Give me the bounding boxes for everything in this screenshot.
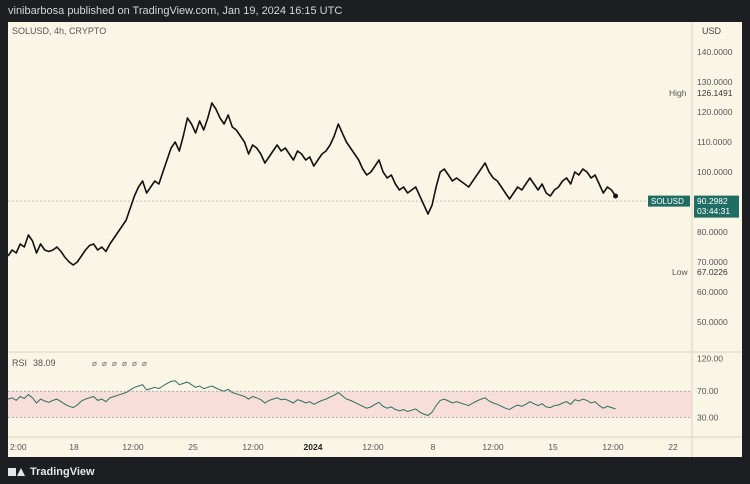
price-series-line (7, 102, 617, 266)
low-value: 67.0226 (697, 267, 728, 277)
rsi-axis-ticks: 30.00 70.00 120.00 (697, 354, 723, 423)
last-price-dot (613, 193, 619, 199)
brand-name: TradingView (30, 466, 95, 478)
last-price-value-bg (694, 195, 739, 218)
rsi-band (8, 391, 692, 418)
rsi-marker: ⌀ (102, 359, 107, 368)
time-tick-label: 15 (548, 442, 558, 452)
rsi-series-line (7, 380, 616, 416)
rsi-tick-label: 70.00 (697, 386, 719, 396)
price-tick-label: 110.0000 (697, 137, 732, 147)
rsi-marker: ⌀ (122, 359, 127, 368)
tradingview-brand[interactable]: TradingView (8, 464, 95, 480)
time-tick-label: 12:00 (362, 442, 384, 452)
price-axis-bg (692, 22, 742, 457)
price-tick-label: 100.0000 (697, 167, 733, 177)
rsi-marker: ⌀ (92, 359, 97, 368)
time-tick-label: 2:00 (10, 442, 27, 452)
high-value: 126.1491 (697, 88, 733, 98)
time-tick-label: 12:00 (122, 442, 144, 452)
high-label: High (669, 88, 687, 98)
rsi-marker: ⌀ (132, 359, 137, 368)
time-tick-label: 8 (431, 442, 436, 452)
last-price-value: 90.2982 (697, 196, 728, 206)
rsi-tick-label: 30.00 (697, 412, 719, 422)
symbol-label: SOLUSD, 4h, CRYPTO (12, 26, 106, 36)
price-tick-label: 70.0000 (697, 257, 728, 267)
low-label: Low (672, 267, 688, 277)
price-tick-label: 80.0000 (697, 227, 728, 237)
rsi-markers: ⌀ ⌀ ⌀ ⌀ ⌀ ⌀ (92, 359, 147, 368)
price-tick-label: 120.0000 (697, 107, 733, 117)
time-tick-label: 25 (188, 442, 198, 452)
price-tick-label: 130.0000 (697, 77, 733, 87)
rsi-marker: ⌀ (112, 359, 117, 368)
price-axis-ticks: 50.000060.000070.000080.000090.0000100.0… (697, 47, 733, 327)
chart-panel-bg (8, 22, 692, 457)
time-tick-label: 2024 (304, 442, 323, 452)
rsi-value: 38.09 (33, 358, 56, 368)
rsi-tick-label: 120.00 (697, 354, 723, 364)
rsi-label: RSI (12, 358, 27, 368)
price-tick-label: 60.0000 (697, 287, 728, 297)
time-tick-label: 18 (69, 442, 79, 452)
time-tick-label: 22 (668, 442, 678, 452)
currency-label: USD (702, 26, 722, 36)
time-axis-ticks: 2:00 18 12:00 25 12:00 2024 12:00 8 12:00 15 12:00… (10, 442, 678, 452)
last-price-countdown: 03:44:31 (697, 206, 730, 216)
rsi-marker: ⌀ (142, 359, 147, 368)
last-price-symbol-bg (648, 195, 690, 207)
last-price-symbol: SOLUSD (651, 197, 684, 206)
time-tick-label: 12:00 (482, 442, 504, 452)
publish-header: vinibarbosa published on TradingView.com… (0, 0, 750, 22)
price-tick-label: 50.0000 (697, 317, 728, 327)
last-price-tag: SOLUSD 90.2982 03:44:31 (648, 195, 739, 218)
time-tick-label: 12:00 (602, 442, 624, 452)
tradingview-logo-icon (8, 466, 25, 478)
price-tick-label: 140.0000 (697, 47, 733, 57)
time-tick-label: 12:00 (242, 442, 264, 452)
publish-info: vinibarbosa published on TradingView.com… (8, 5, 343, 17)
